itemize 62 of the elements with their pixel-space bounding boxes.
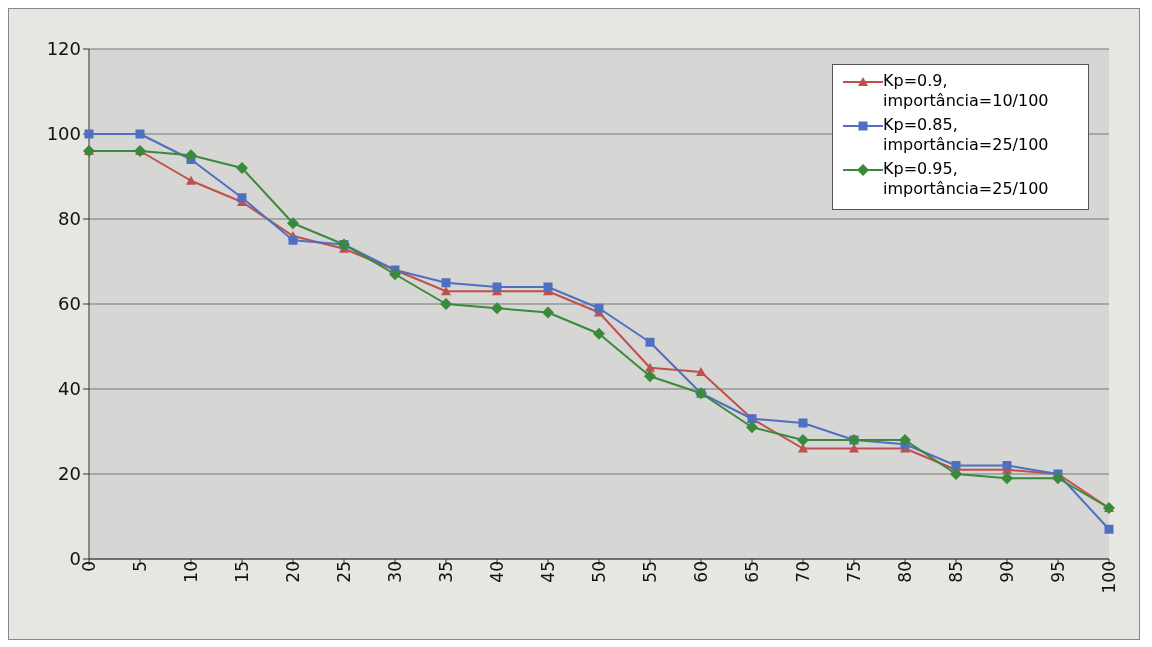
x-tick-label: 70 [793,561,814,583]
point [899,434,911,446]
y-tick-label: 20 [58,463,81,485]
x-tick-label: 55 [640,561,661,583]
point [492,282,502,292]
point [186,175,196,185]
point [441,278,451,288]
point [798,418,808,428]
x-tick-label: 75 [844,561,865,583]
x-tick-label: 0 [79,561,100,572]
legend-label: Kp=0.95, importância=25/100 [883,159,1050,199]
y-tick-label: 40 [58,378,81,400]
point [236,162,248,174]
x-tick-label: 80 [895,561,916,583]
point [237,193,247,203]
point [287,217,299,230]
x-tick-label: 95 [1048,561,1069,583]
y-tick-label: 120 [46,38,81,60]
point [696,367,706,376]
y-tick-label: 60 [58,293,81,315]
point [1104,524,1114,534]
point [645,337,655,347]
point [288,235,298,245]
y-tick-label: 100 [46,123,81,145]
x-tick-label: 100 [1099,561,1120,594]
point [389,268,401,281]
x-tick-label: 10 [181,561,202,583]
x-tick-label: 35 [436,561,457,583]
x-tick-label: 90 [997,561,1018,583]
point [1052,472,1064,485]
point [135,129,145,139]
point [84,129,94,139]
x-tick-label: 30 [385,561,406,583]
y-tick-label: 80 [58,208,81,230]
point [797,434,809,446]
point [644,370,656,383]
legend-label: Kp=0.9, importância=10/100 [883,71,1050,111]
x-tick-label: 20 [283,561,304,583]
point [645,362,655,372]
point [1001,472,1013,485]
point [593,327,605,340]
point [491,302,503,315]
x-tick-label: 45 [538,561,559,583]
point [543,282,553,292]
point [1002,461,1012,470]
x-tick-label: 60 [691,561,712,583]
point [594,303,604,313]
point [441,286,451,296]
x-tick-label: 65 [742,561,763,583]
x-tick-label: 5 [130,561,151,572]
x-tick-label: 40 [487,561,508,583]
legend-label: Kp=0.85, importância=25/100 [883,115,1050,155]
x-tick-label: 85 [946,561,967,583]
x-tick-label: 50 [589,561,610,583]
point [440,298,452,310]
x-tick-label: 15 [232,561,253,583]
point [746,421,758,434]
point [542,306,554,319]
point [185,149,197,162]
point [950,468,962,480]
x-tick-label: 25 [334,561,355,583]
point [951,461,961,470]
